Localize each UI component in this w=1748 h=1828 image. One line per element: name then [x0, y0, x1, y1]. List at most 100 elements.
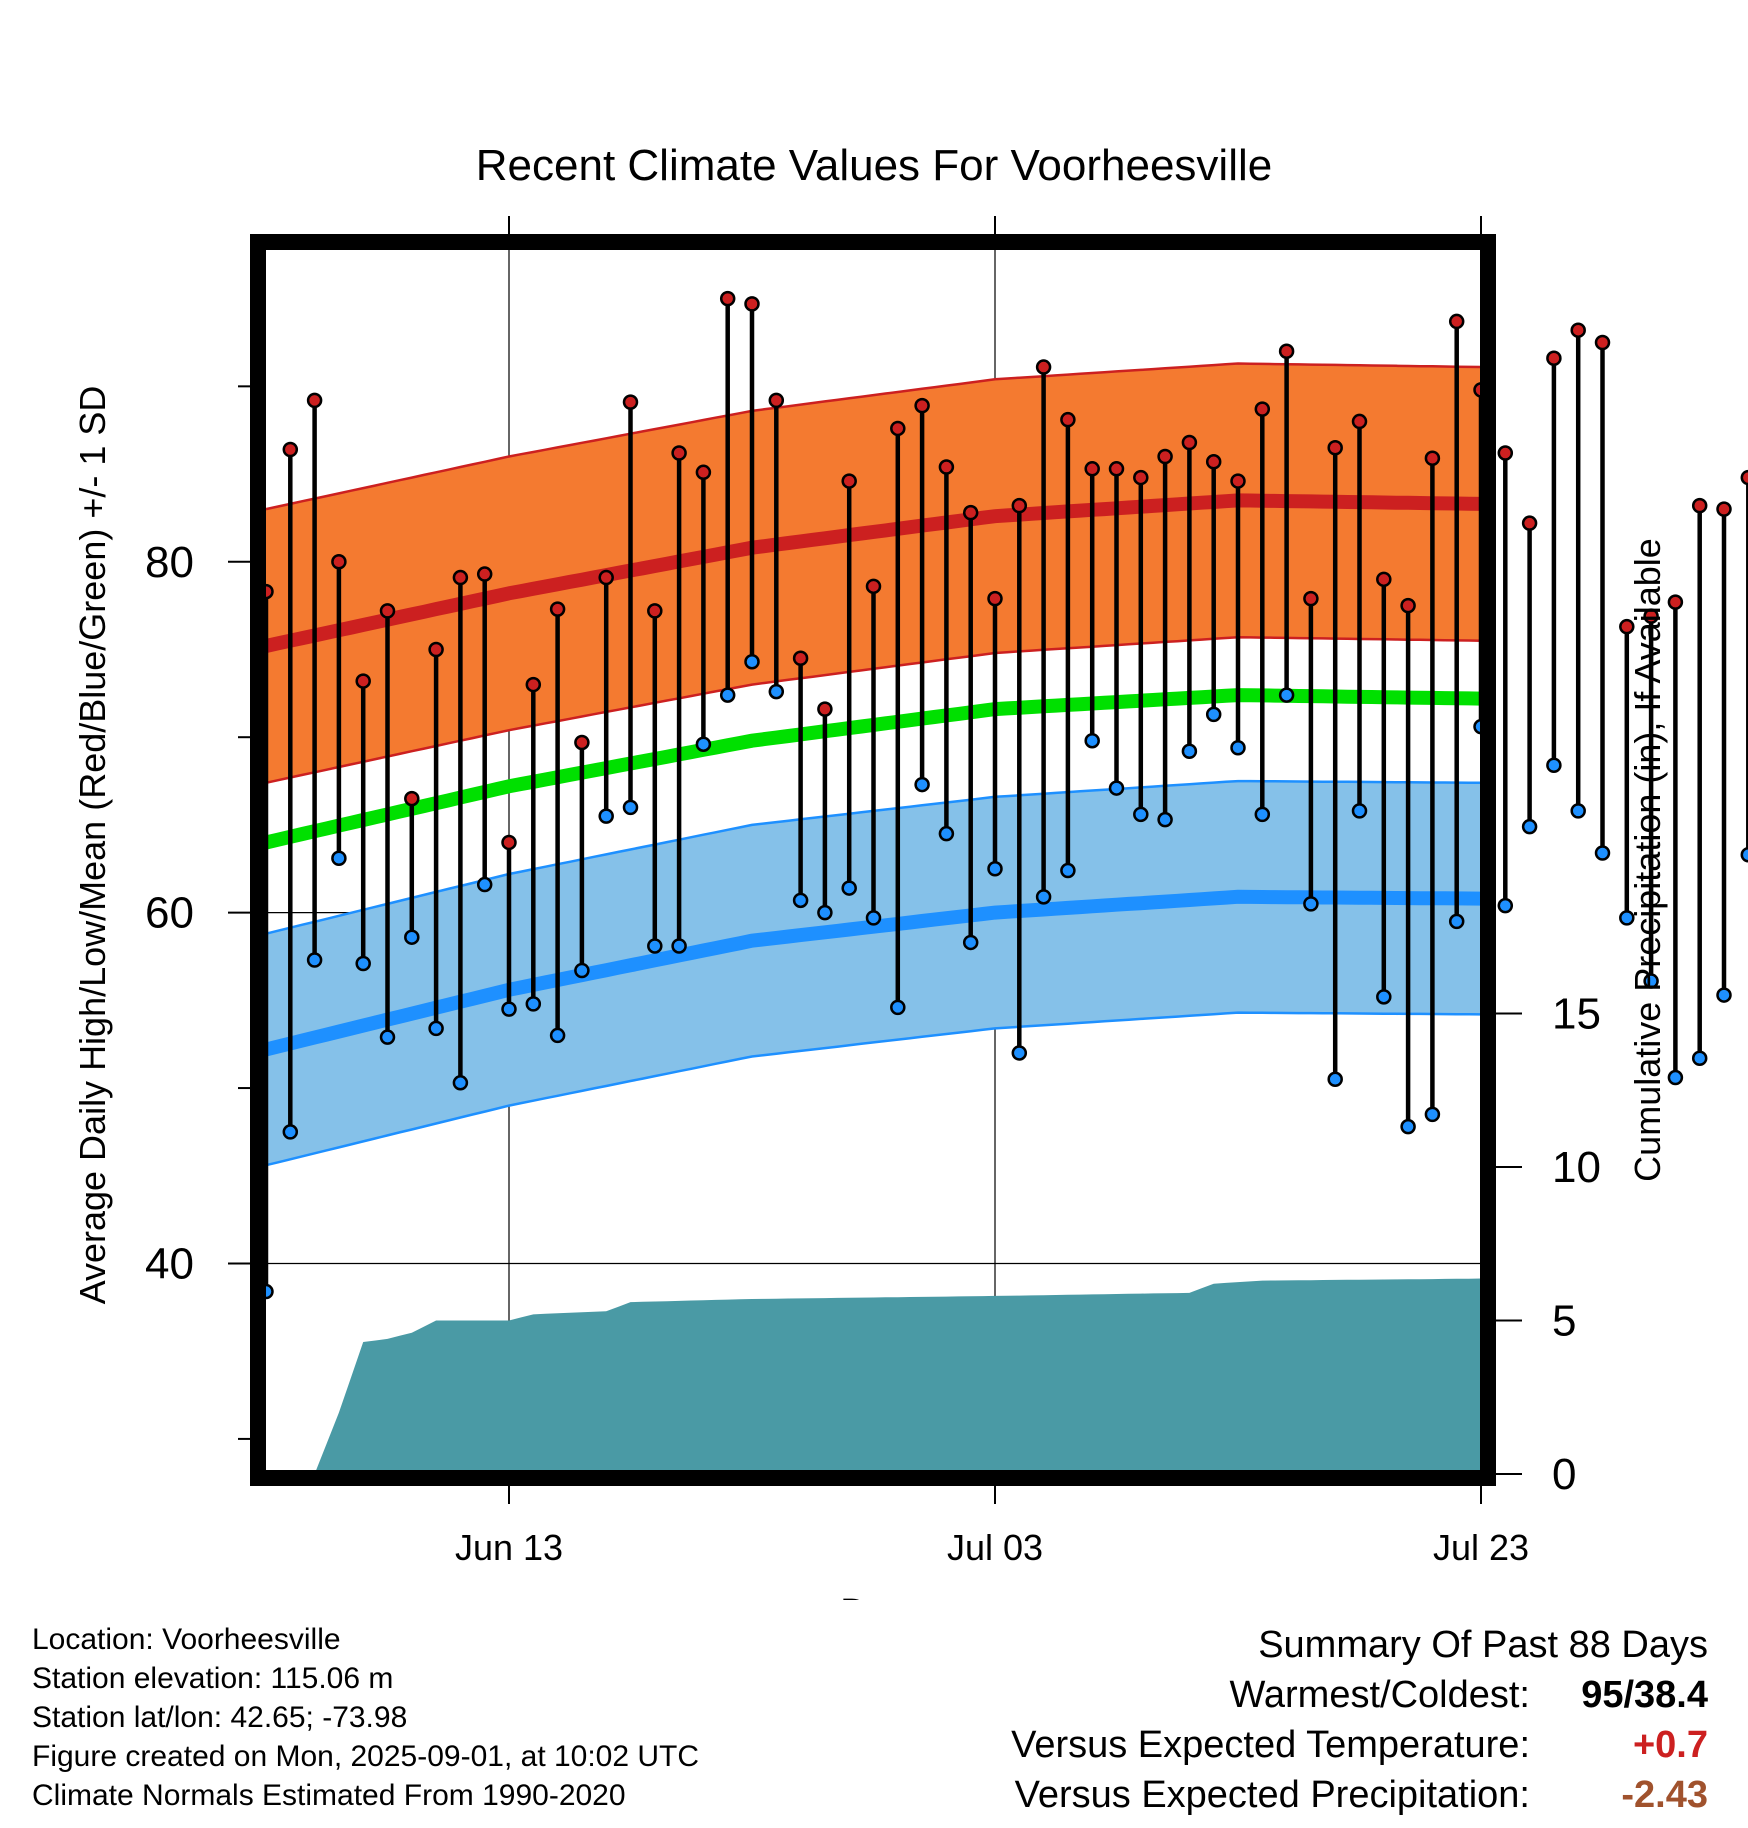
x-tick-label: Jul 03 — [947, 1527, 1043, 1568]
daily-high-point — [1035, 359, 1052, 375]
daily-low-point — [306, 952, 323, 968]
daily-high-point — [865, 578, 882, 595]
daily-high-point — [1157, 448, 1173, 465]
precip-label: Versus Expected Precipitation: — [1014, 1774, 1530, 1816]
daily-low-point — [1278, 687, 1295, 703]
daily-low-point — [525, 996, 542, 1012]
daily-high-point — [1084, 461, 1100, 477]
daily-low-point — [1521, 818, 1538, 835]
daily-high-point — [1205, 454, 1222, 470]
x-axis-label: Day — [840, 1592, 908, 1600]
daily-high-point — [1716, 501, 1732, 517]
x-tick-label: Jun 13 — [455, 1527, 563, 1568]
daily-high-point — [647, 603, 663, 619]
x-tick-label: Jul 23 — [1433, 1527, 1529, 1568]
daily-high-point — [404, 790, 420, 807]
daily-low-point — [1716, 987, 1732, 1003]
daily-low-point — [622, 799, 639, 816]
daily-low-point — [282, 1124, 299, 1140]
daily-low-point — [1230, 739, 1246, 756]
daily-high-point — [792, 650, 809, 667]
daily-low-point — [598, 808, 614, 824]
daily-low-point — [744, 654, 760, 670]
daily-high-point — [1108, 461, 1125, 477]
y2-tick-label: 15 — [1552, 990, 1601, 1039]
daily-high-point — [1133, 469, 1149, 486]
daily-low-point — [1084, 732, 1100, 749]
created-text: Figure created on Mon, 2025-09-01, at 10… — [32, 1740, 700, 1773]
daily-low-point — [1691, 1050, 1708, 1066]
normal-low-line — [264, 889, 1482, 1057]
daily-high-point — [622, 394, 639, 410]
daily-high-point — [1230, 473, 1246, 489]
daily-high-point — [987, 590, 1003, 607]
daily-high-point — [1448, 313, 1465, 330]
summary-row-warmest: Warmest/Coldest: 95/38.4 — [1011, 1670, 1708, 1720]
daily-low-point — [1424, 1106, 1441, 1123]
summary-title: Summary Of Past 88 Days — [1258, 1624, 1708, 1666]
daily-high-point — [1643, 608, 1659, 624]
daily-low-point — [1448, 913, 1465, 930]
y-tick-label: 80 — [145, 538, 194, 587]
daily-low-point — [1133, 806, 1149, 823]
warmest-label: Warmest/Coldest: — [1229, 1674, 1530, 1716]
daily-low-point — [1011, 1045, 1028, 1061]
daily-low-point — [962, 934, 979, 951]
y2-tick-label: 5 — [1552, 1297, 1576, 1346]
daily-high-point — [282, 441, 299, 458]
daily-high-point — [1570, 322, 1586, 338]
daily-high-point — [452, 569, 469, 586]
normal-low-band — [266, 781, 1481, 1166]
daily-low-point — [1497, 897, 1514, 914]
normal-low-band-edge — [265, 1011, 1482, 1167]
temp-value: +0.7 — [1632, 1724, 1708, 1766]
daily-high-point — [525, 676, 542, 693]
climate-chart: Recent Climate Values For Voorheesville … — [72, 141, 1748, 1600]
daily-high-point — [817, 701, 833, 717]
daily-low-point — [331, 850, 347, 866]
daily-high-point — [331, 554, 347, 570]
daily-low-point — [938, 825, 955, 842]
daily-high-point — [476, 566, 493, 582]
daily-low-point — [768, 683, 785, 700]
daily-low-point — [671, 938, 687, 954]
daily-low-point — [1108, 780, 1125, 796]
daily-high-point — [501, 834, 517, 851]
daily-low-point — [476, 876, 493, 893]
daily-low-point — [1254, 806, 1271, 823]
y2-tick-label: 0 — [1552, 1450, 1576, 1499]
daily-high-point — [695, 464, 712, 481]
daily-low-point — [1643, 973, 1659, 989]
temp-label: Versus Expected Temperature: — [1011, 1724, 1530, 1766]
daily-high-point — [1303, 590, 1319, 607]
daily-low-point — [1400, 1118, 1416, 1135]
warmest-value: 95/38.4 — [1581, 1674, 1708, 1716]
latlon-text: Station lat/lon: 42.65; -73.98 — [32, 1701, 408, 1734]
daily-high-point — [306, 392, 323, 409]
chart-title: Recent Climate Values For Voorheesville — [476, 141, 1272, 190]
daily-low-point — [404, 929, 420, 945]
daily-high-point — [1351, 413, 1368, 430]
daily-low-point — [1303, 896, 1319, 912]
summary-row-temp: Versus Expected Temperature: +0.7 — [1011, 1720, 1708, 1770]
daily-low-point — [695, 736, 712, 752]
plot-frame — [250, 234, 1496, 1486]
daily-high-point — [1521, 515, 1538, 531]
daily-high-point — [379, 603, 396, 619]
daily-high-point — [719, 290, 736, 307]
daily-high-point — [962, 504, 979, 521]
daily-low-point — [379, 1029, 396, 1045]
summary-panel: Summary Of Past 88 Days Warmest/Coldest:… — [1011, 1620, 1708, 1820]
daily-low-point — [987, 861, 1003, 877]
daily-low-point — [792, 892, 809, 909]
daily-high-point — [1278, 343, 1295, 360]
daily-low-point — [1619, 910, 1635, 926]
daily-low-point — [647, 938, 663, 954]
daily-high-point — [1060, 411, 1076, 428]
daily-low-point — [1035, 889, 1052, 905]
daily-low-point — [865, 910, 882, 926]
daily-high-point — [1691, 497, 1708, 514]
daily-high-point — [1327, 439, 1343, 456]
daily-low-point — [1327, 1071, 1343, 1088]
y-tick-label: 40 — [145, 1239, 194, 1288]
